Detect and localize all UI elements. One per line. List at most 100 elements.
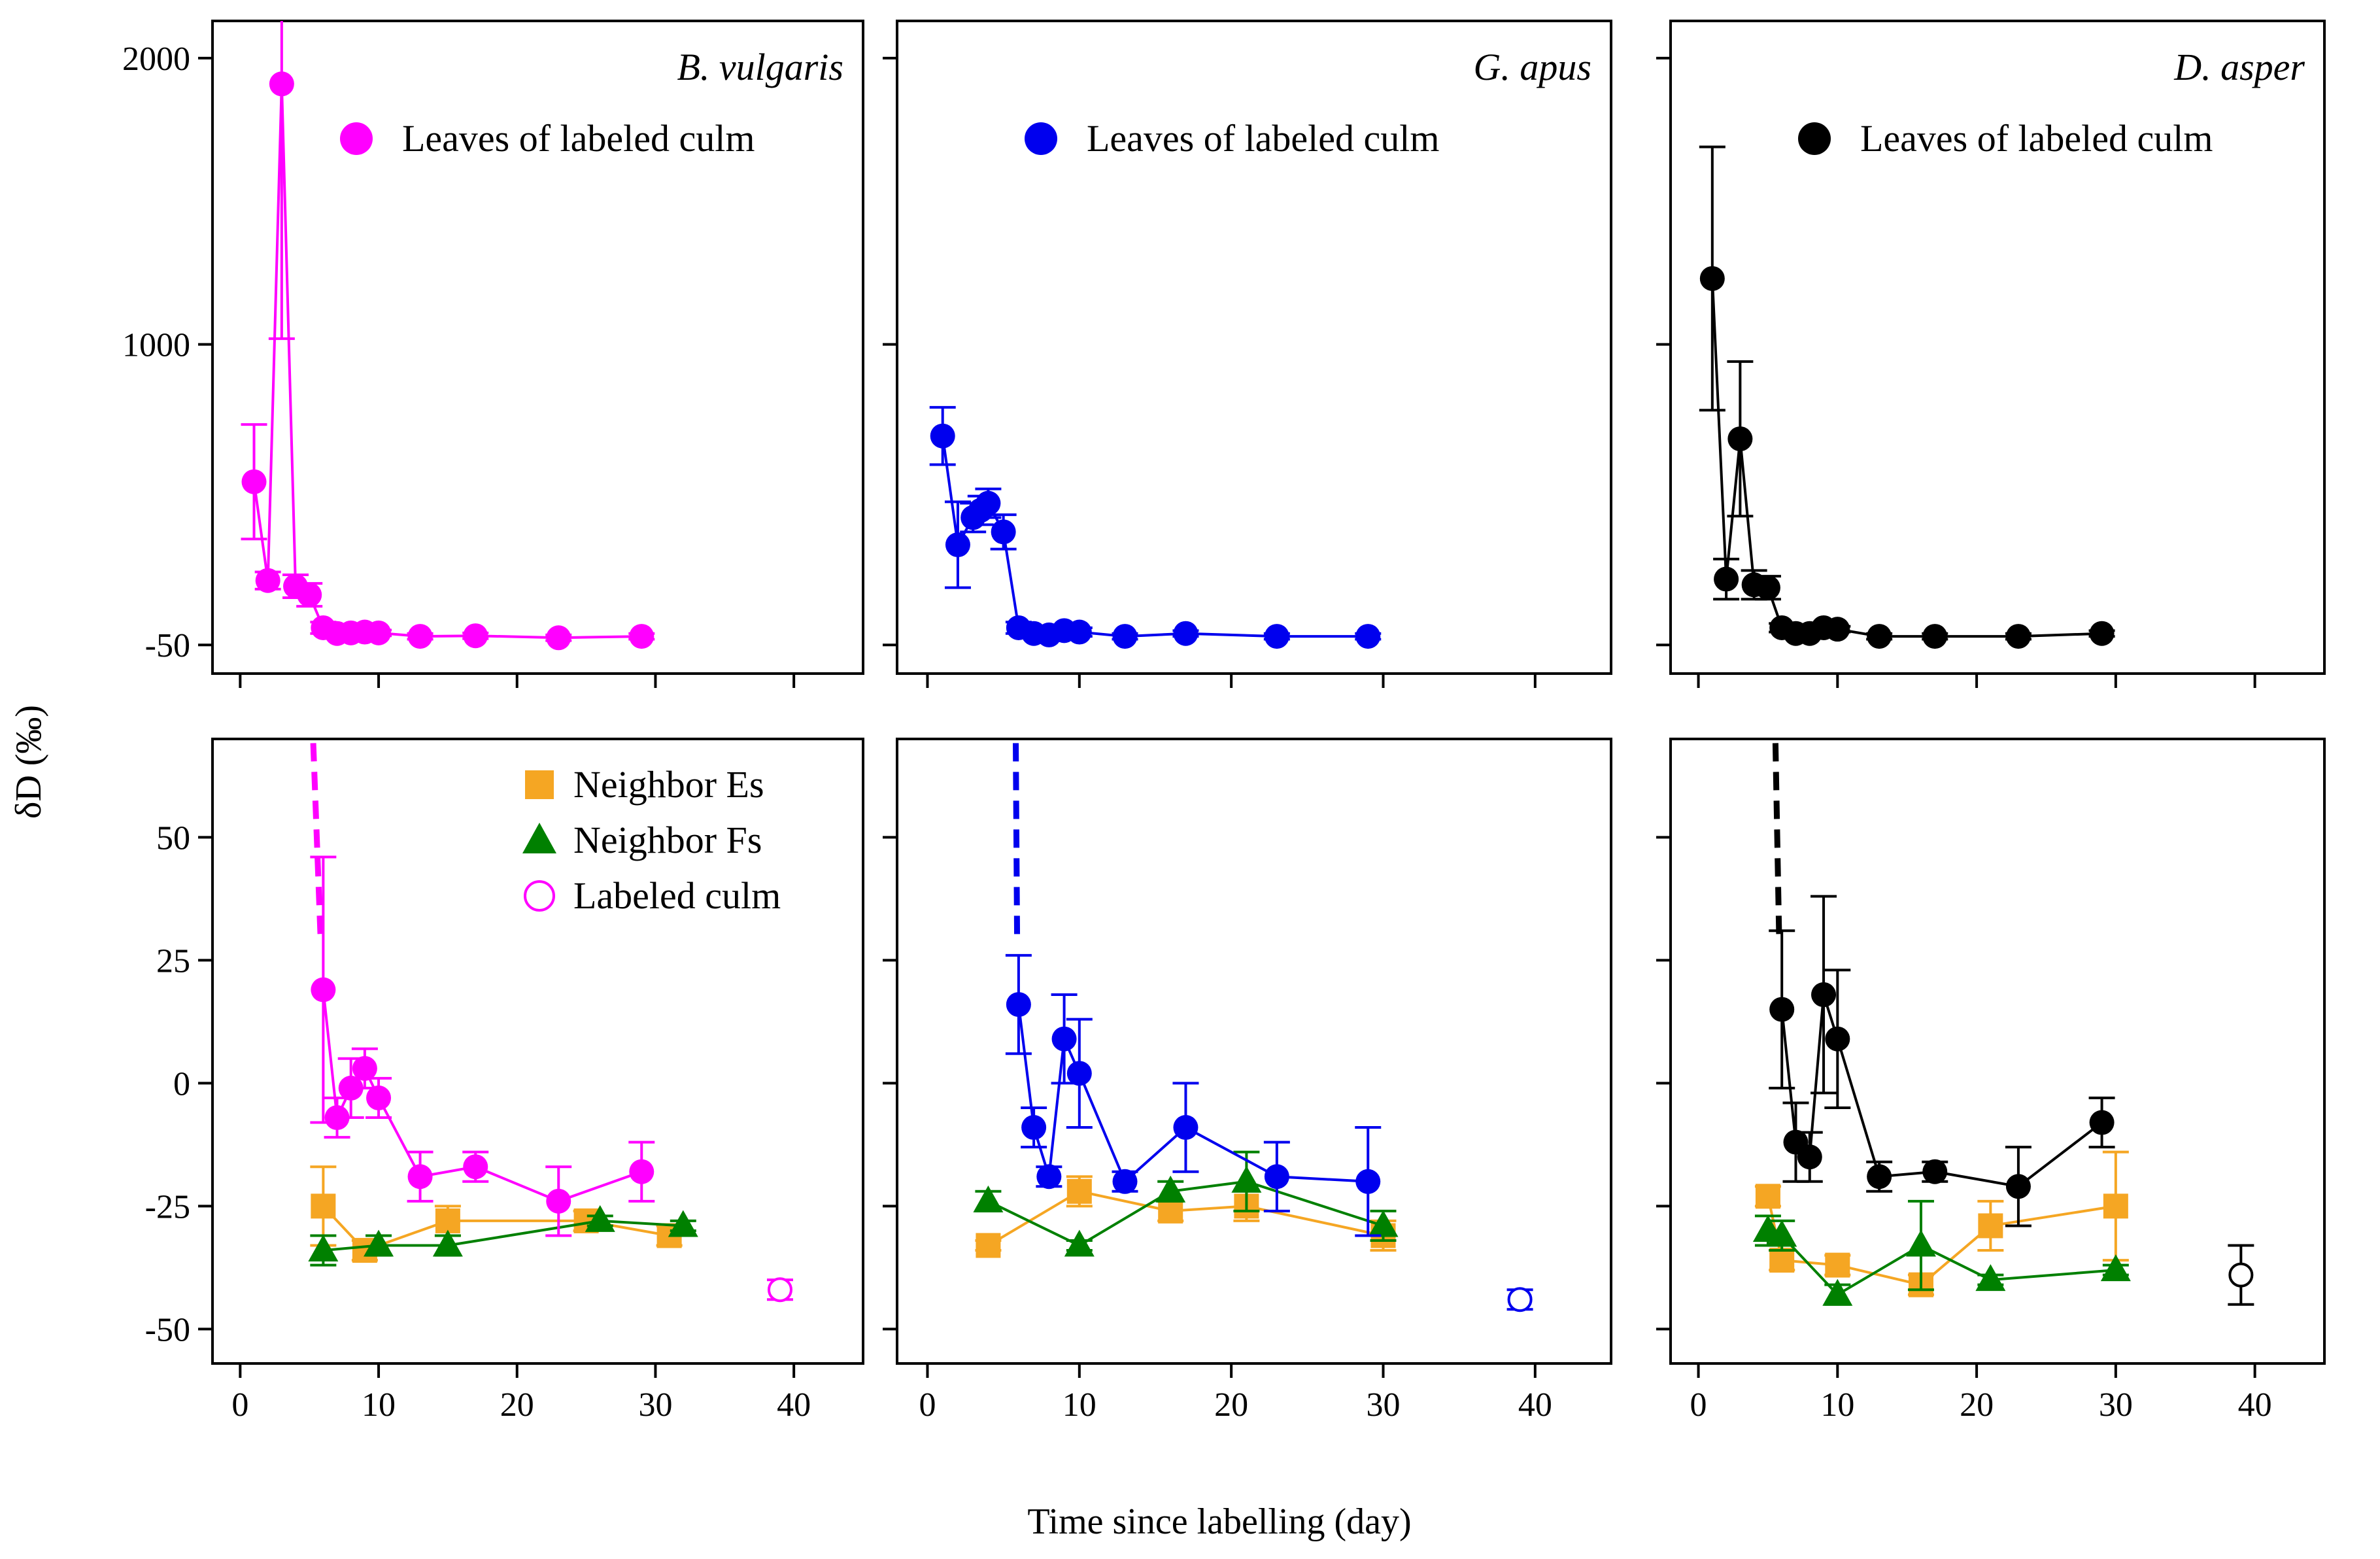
leaves-of-labeled-culm-point <box>241 469 267 494</box>
x-tick-label: 30 <box>638 1386 672 1424</box>
neighbor-fs-point <box>585 1205 615 1232</box>
leaves-of-labeled-culm-point <box>2089 621 2115 646</box>
leaves-of-labeled-culm-point <box>629 1159 654 1184</box>
dashed-connector <box>1012 739 1021 936</box>
panel-top-left: 2000 1000 -50 B. vulgaris Leaves of labeled … <box>122 20 864 688</box>
neighbor-fs-point <box>364 1229 394 1257</box>
neighbor-fs-point <box>1231 1165 1262 1193</box>
panel-bottom-left: 0 10 20 30 40 50 25 0 -25 -50 Neighbor Es Neighbor … <box>145 738 864 1424</box>
leaves-of-labeled-culm-point <box>1714 566 1739 592</box>
neighbor-fs-point <box>1767 1220 1797 1247</box>
panel-frame <box>896 738 1612 1365</box>
neighbor-fs-point <box>2100 1254 2131 1282</box>
x-tick-label: 0 <box>919 1386 936 1424</box>
panel-top-right: D. asper Leaves of labeled culm <box>1656 20 2326 688</box>
legend-marker <box>524 880 555 912</box>
y-tick-label: 1000 <box>122 327 190 364</box>
y-tick-label: 0 <box>173 1065 190 1103</box>
x-tick-label: 10 <box>1062 1386 1096 1424</box>
leaves-of-labeled-culm-point <box>1036 1164 1062 1190</box>
panel-bottom-right: 0 10 20 30 40 <box>1656 738 2326 1424</box>
neighbor-es-point <box>1769 1248 1795 1273</box>
leaves-of-labeled-culm-point <box>1066 1061 1092 1086</box>
plot-area <box>308 739 793 1303</box>
plot-area <box>1752 739 2254 1306</box>
y-tick-label: -25 <box>145 1188 190 1225</box>
x-tick-label: 0 <box>231 1386 248 1424</box>
neighbor-es-point <box>976 1233 1001 1258</box>
leaves-of-labeled-culm-point <box>945 532 970 558</box>
neighbor-fs-point <box>1155 1175 1186 1203</box>
panel-frame <box>211 738 864 1365</box>
y-tick-label: 25 <box>156 942 190 980</box>
neighbor-fs-point <box>973 1185 1004 1212</box>
legend-label: Neighbor Es <box>573 763 764 806</box>
y-tick-label: -50 <box>145 1311 190 1348</box>
y-tick-label: 2000 <box>122 41 190 78</box>
leaves-of-labeled-culm-point <box>1797 1144 1822 1170</box>
leaves-of-labeled-culm-point <box>1112 1169 1138 1194</box>
leaves-of-labeled-culm-point <box>1264 624 1289 649</box>
legend-marker <box>1798 122 1831 155</box>
neighbor-es-point <box>311 1193 336 1219</box>
panel-frame <box>1669 20 2326 675</box>
leaves-of-labeled-culm-point <box>976 490 1001 516</box>
leaves-of-labeled-culm-point <box>1006 992 1031 1018</box>
neighbor-es-line <box>1766 1195 2116 1286</box>
neighbor-es-point <box>1978 1213 2003 1239</box>
leaves-of-labeled-culm-line <box>1780 994 2103 1188</box>
panel-frame <box>1669 738 2326 1365</box>
legend-label: Leaves of labeled culm <box>1087 117 1439 160</box>
leaves-of-labeled-culm-point <box>324 1105 350 1131</box>
neighbor-fs-point <box>432 1229 463 1257</box>
legend-label: Leaves of labeled culm <box>1860 117 2213 160</box>
leaves-of-labeled-culm-point <box>1173 1115 1198 1140</box>
dashed-connector <box>310 739 324 936</box>
plot-area <box>973 739 1533 1312</box>
x-tick-label: 40 <box>1518 1386 1552 1424</box>
leaves-of-labeled-culm-point <box>1825 1026 1850 1052</box>
leaves-of-labeled-culm-point <box>1264 1164 1289 1190</box>
legend-marker <box>525 770 554 799</box>
plot-area <box>1699 145 2115 649</box>
neighbor-es-line <box>987 1190 1384 1247</box>
x-tick-label: 20 <box>500 1386 534 1424</box>
leaves-of-labeled-culm-point <box>2089 1110 2115 1135</box>
leaves-of-labeled-culm-point <box>1066 619 1092 645</box>
leaves-of-labeled-culm-point <box>991 519 1016 545</box>
x-tick-label: 20 <box>1214 1386 1248 1424</box>
leaves-of-labeled-culm-point <box>1922 1159 1948 1184</box>
labeled-culm-point <box>2228 1262 2254 1288</box>
x-tick-label: 40 <box>777 1386 811 1424</box>
leaves-of-labeled-culm-point <box>352 1055 377 1081</box>
leaves-of-labeled-culm-point <box>407 624 433 649</box>
leaves-of-labeled-culm-point <box>1755 575 1780 600</box>
neighbor-fs-point <box>668 1210 698 1237</box>
neighbor-fs-point <box>1905 1229 1936 1257</box>
leaves-of-labeled-culm-point <box>2005 624 2031 649</box>
legend-marker <box>340 122 373 155</box>
leaves-of-labeled-culm-point <box>311 977 336 1002</box>
leaves-of-labeled-culm-point <box>1867 624 1892 649</box>
leaves-of-labeled-culm-point <box>297 582 322 608</box>
panel-frame <box>211 20 864 675</box>
neighbor-fs-point <box>1368 1210 1399 1237</box>
leaves-of-labeled-culm-point <box>629 624 654 649</box>
y-tick-label: -50 <box>145 627 190 664</box>
x-tick-label: 20 <box>1960 1386 1994 1424</box>
species-title: B. vulgaris <box>677 46 843 88</box>
neighbor-fs-point <box>1064 1229 1095 1257</box>
leaves-of-labeled-culm-point <box>1867 1164 1892 1190</box>
leaves-of-labeled-culm-point <box>1112 624 1138 649</box>
x-tick-label: 30 <box>1366 1386 1400 1424</box>
leaves-of-labeled-culm-point <box>1699 266 1725 291</box>
leaves-of-labeled-culm-line <box>252 84 642 640</box>
neighbor-es-point <box>1755 1184 1780 1209</box>
panel-bottom-center: 0 10 20 30 40 <box>883 738 1612 1424</box>
leaves-of-labeled-culm-point <box>1173 621 1198 646</box>
neighbor-fs-point <box>1822 1278 1853 1306</box>
leaves-of-labeled-culm-point <box>1021 1115 1047 1140</box>
leaves-of-labeled-culm-point <box>546 1188 571 1214</box>
y-tick-label: 50 <box>156 819 190 857</box>
